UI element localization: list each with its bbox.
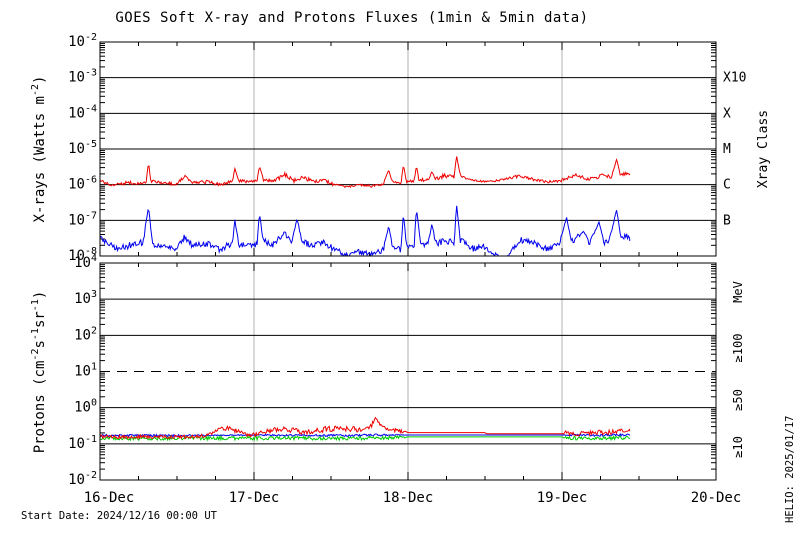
series-xray-long-red	[100, 156, 631, 189]
proton-threshold-label: ≥100	[731, 334, 745, 363]
x-tick-label: 17-Dec	[229, 490, 280, 506]
proton-threshold-label: ≥10	[731, 436, 745, 458]
y-tick-label: 104	[74, 253, 97, 271]
xray-axis-title: X-rays (Watts m-2)	[30, 76, 48, 223]
y-tick-label: 10-6	[68, 175, 97, 193]
y-tick-label: 10-2	[68, 470, 97, 488]
chart-title: GOES Soft X-ray and Protons Fluxes (1min…	[115, 10, 588, 26]
series-protons-ge10MeV-red	[100, 416, 631, 440]
helio-credit-label: HELIO: 2025/01/17	[784, 416, 796, 523]
xray-class-axis-title: Xray Class	[756, 110, 771, 188]
x-tick-label: 18-Dec	[383, 490, 434, 506]
x-tick-label: 16-Dec	[84, 490, 135, 506]
xray-frame	[99, 41, 717, 257]
y-tick-label: 103	[74, 289, 97, 307]
protons-axis-title: Protons (cm-2s-1sr-1)	[30, 291, 48, 454]
y-tick-label: 101	[74, 362, 97, 380]
chart-layers: 10-2 10-3 10-4 10-5 10-6 10-7 10-8 X-rays (Watt…	[30, 32, 746, 506]
y-tick-label: 10-1	[68, 434, 97, 452]
y-tick-label: 10-3	[68, 68, 97, 86]
series-xray-short-blue	[100, 205, 631, 256]
start-date-label: Start Date: 2024/12/16 00:00 UT	[21, 510, 218, 522]
y-tick-label: 10-8	[68, 246, 97, 264]
protons-frame	[99, 262, 717, 481]
y-tick-label: 102	[74, 325, 97, 343]
y-tick-label: 10-2	[68, 32, 97, 50]
xray-class-label: M	[723, 142, 731, 157]
xray-panel: 10-2 10-3 10-4 10-5 10-6 10-7 10-8 X-rays (Watt…	[30, 32, 746, 264]
xray-class-label: B	[723, 213, 731, 228]
series-protons-ge50MeV-blue	[100, 432, 631, 438]
xray-class-label: C	[723, 178, 731, 193]
xray-class-label: X	[723, 106, 731, 121]
y-tick-label: 10-7	[68, 210, 97, 228]
x-tick-label: 19-Dec	[537, 490, 588, 506]
xray-class-label: X10	[723, 71, 746, 86]
proton-threshold-label: ≥50	[731, 389, 745, 411]
y-minor-ticks	[100, 43, 716, 246]
y-tick-label: 10-5	[68, 139, 97, 157]
mev-axis-title: MeV	[731, 281, 745, 303]
x-tick-label: 20-Dec	[691, 490, 742, 506]
y-tick-label: 100	[74, 398, 97, 416]
protons-panel: 104 103 102 101 100 10-1 10-2 Protons (cm-2s-1s…	[30, 253, 745, 506]
y-tick-label: 10-4	[68, 103, 97, 121]
y-minor-ticks	[100, 264, 716, 470]
